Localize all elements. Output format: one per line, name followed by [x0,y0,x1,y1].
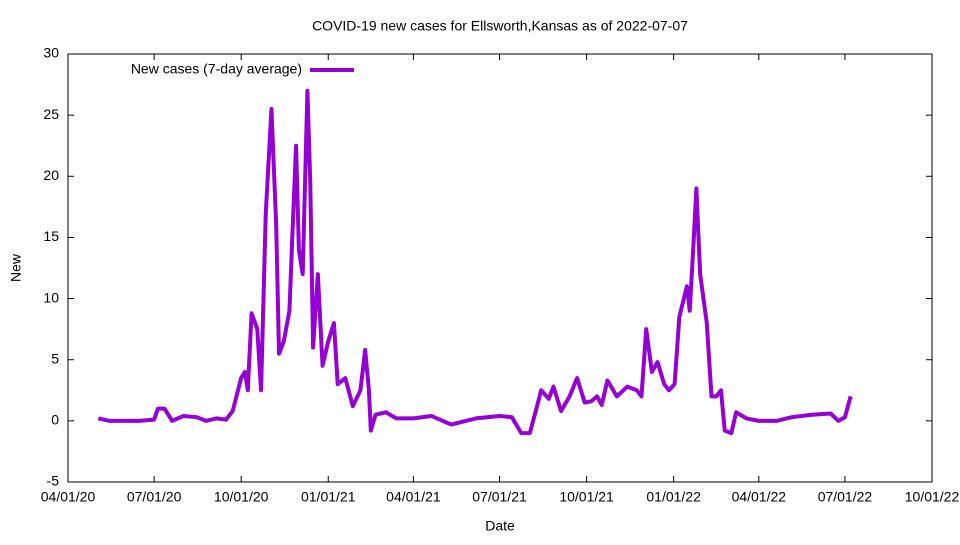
y-tick-label: 30 [43,45,59,61]
x-tick-label: 07/01/22 [818,489,873,505]
x-tick-label: 04/01/22 [732,489,787,505]
x-tick-label: 04/01/21 [386,489,441,505]
x-tick-label: 07/01/21 [472,489,527,505]
chart-title: COVID-19 new cases for Ellsworth,Kansas … [312,18,688,34]
series-line [97,88,853,436]
y-axis-label: New [8,253,24,282]
x-tick-label: 04/01/20 [41,489,96,505]
y-tick-label: 25 [43,106,59,122]
x-tick-label: 10/01/22 [905,489,960,505]
x-tick-label: 01/01/22 [646,489,701,505]
y-tick-label: 10 [43,289,59,305]
x-tick-label: 10/01/21 [559,489,614,505]
y-tick-label: 15 [43,228,59,244]
x-tick-label: 10/01/20 [214,489,269,505]
legend-label: New cases (7-day average) [131,61,302,77]
y-tick-label: 0 [51,412,59,428]
y-tick-label: 5 [51,350,59,366]
x-tick-label: 01/01/21 [301,489,356,505]
x-tick-label: 07/01/20 [127,489,182,505]
x-axis-label: Date [485,518,515,534]
y-tick-label: 20 [43,167,59,183]
y-tick-label: -5 [47,473,60,489]
